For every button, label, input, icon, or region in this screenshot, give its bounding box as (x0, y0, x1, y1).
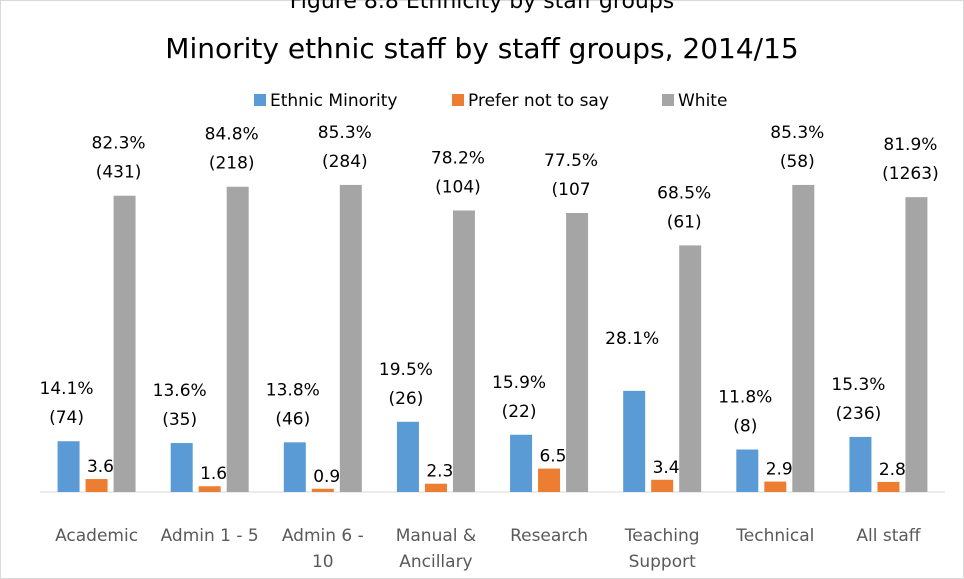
data-label: 85.3% (318, 123, 372, 143)
data-label: 77.5% (544, 151, 598, 171)
bar (339, 184, 362, 493)
bar (226, 186, 249, 492)
bar (198, 486, 221, 492)
bar (396, 421, 419, 492)
x-tick-label: Ancillary (399, 552, 472, 572)
bar (452, 210, 475, 493)
data-label: 28.1% (605, 329, 659, 349)
data-label: 68.5% (657, 183, 711, 203)
bar (736, 449, 759, 492)
data-label: (26) (388, 389, 423, 409)
bar (905, 197, 928, 492)
bar (510, 434, 533, 492)
x-tick-label: Support (629, 552, 697, 572)
bar (538, 468, 561, 492)
data-label: 78.2% (431, 148, 485, 168)
legend-swatch (254, 94, 266, 106)
data-label: 15.9% (492, 373, 546, 393)
bar (85, 479, 108, 492)
data-label: 82.3% (92, 134, 146, 154)
bar (566, 213, 589, 492)
legend-swatch (662, 94, 674, 106)
bar (170, 443, 193, 492)
data-label: (74) (49, 408, 84, 428)
bar (57, 441, 80, 492)
x-tick-label: Teaching (624, 526, 700, 546)
data-label: (22) (502, 402, 537, 422)
data-label: (8) (733, 417, 757, 437)
data-label: 13.6% (153, 381, 207, 401)
bar (311, 488, 334, 492)
chart-title: Minority ethnic staff by staff groups, 2… (165, 32, 798, 65)
bar (651, 479, 674, 492)
figure-heading: Figure 8.8 Ethnicity by staff groups (290, 0, 675, 14)
legend-label: Prefer not to say (468, 91, 609, 111)
data-label: 13.8% (266, 380, 320, 400)
bar (113, 195, 136, 492)
data-label: 19.5% (379, 360, 433, 380)
bar (283, 442, 306, 492)
x-tick-label: Technical (735, 526, 814, 546)
legend-label: White (678, 91, 727, 111)
x-tick-label: Manual & (396, 526, 476, 546)
data-label: (284) (322, 152, 368, 172)
data-label: 81.9% (883, 135, 937, 155)
legend-swatch (452, 94, 464, 106)
data-label: 11.8% (718, 388, 772, 408)
bar (424, 483, 447, 492)
data-label: 85.3% (770, 123, 824, 143)
data-label: (46) (275, 409, 310, 429)
bar (623, 390, 646, 492)
x-tick-label: Research (510, 526, 588, 546)
bar (849, 436, 872, 492)
data-label: 14.1% (40, 379, 94, 399)
data-label: 15.3% (831, 375, 885, 395)
x-tick-label: 10 (312, 552, 334, 572)
data-label: (431) (96, 163, 142, 183)
bar (792, 184, 815, 493)
x-tick-label: Admin 1 - 5 (161, 526, 259, 546)
data-label: (35) (162, 410, 197, 430)
data-label: (107 (552, 180, 591, 200)
data-label: (236) (836, 404, 882, 424)
data-label: 84.8% (205, 125, 259, 145)
data-label: (61) (667, 212, 702, 232)
x-tick-label: Admin 6 - (282, 526, 364, 546)
bar (764, 481, 787, 492)
x-tick-label: All staff (856, 526, 921, 546)
data-label: (104) (435, 177, 481, 197)
legend-label: Ethnic Minority (270, 91, 397, 111)
data-label: (1263) (882, 164, 939, 184)
x-tick-label: Academic (55, 526, 138, 546)
bar (877, 481, 900, 492)
data-label: (58) (780, 152, 815, 172)
data-label: (218) (209, 154, 255, 174)
bar (679, 245, 702, 492)
